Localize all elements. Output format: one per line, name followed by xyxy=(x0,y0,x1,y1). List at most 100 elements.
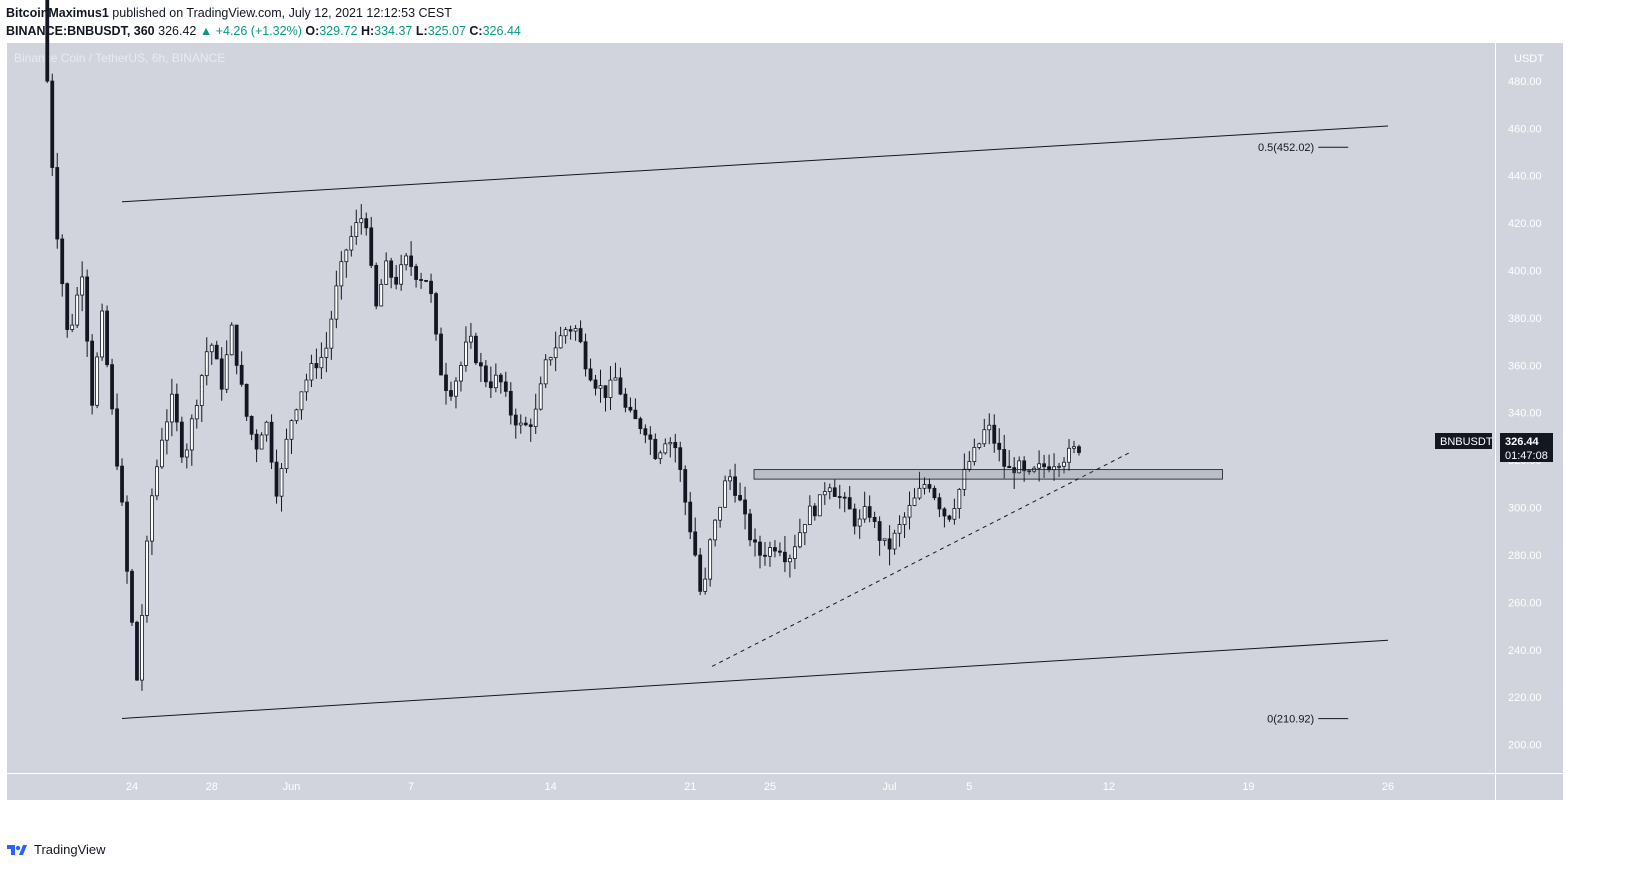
candle-down xyxy=(249,415,254,435)
candle-up xyxy=(229,324,234,356)
y-tick-label: 460.00 xyxy=(1508,123,1542,135)
y-tick-label: 340.00 xyxy=(1508,408,1542,420)
candle-up xyxy=(987,424,992,431)
high-label: H: xyxy=(360,24,375,38)
candle-up xyxy=(299,391,304,411)
candle-up xyxy=(802,524,807,534)
candle-up xyxy=(533,408,538,427)
plot-background[interactable] xyxy=(7,43,1495,773)
candle-down xyxy=(588,368,593,381)
candle-down xyxy=(394,276,399,285)
candle-up xyxy=(1017,460,1022,474)
symbol-tag-bg xyxy=(1435,433,1492,449)
candle-up xyxy=(459,365,463,382)
candle-down xyxy=(483,365,488,383)
chart-header: BitcoinMaximus1 published on TradingView… xyxy=(6,4,521,40)
candle-up xyxy=(339,261,344,287)
high-value: 334.37 xyxy=(374,24,413,38)
candle-up xyxy=(150,495,154,542)
candle-up xyxy=(957,488,962,509)
price-axis-background[interactable] xyxy=(1495,43,1563,773)
footer-brand[interactable]: TradingView xyxy=(34,842,106,857)
channel-upper-line xyxy=(122,125,1389,203)
y-tick-label: 280.00 xyxy=(1508,550,1542,562)
price-tag-bg xyxy=(1500,433,1553,462)
candle-up xyxy=(538,383,543,410)
candle-down xyxy=(90,340,95,406)
change-value: ▲ +4.26 (+1.32%) xyxy=(199,24,302,38)
candle-down xyxy=(648,434,653,440)
price-tag-value: 326.44 xyxy=(1505,436,1540,448)
candle-down xyxy=(568,329,573,332)
author-name[interactable]: BitcoinMaximus1 xyxy=(6,6,109,20)
candle-down xyxy=(698,554,703,592)
candle-up xyxy=(279,468,284,497)
x-tick-label: 26 xyxy=(1382,781,1394,793)
candle-down xyxy=(847,497,852,510)
time-axis-background[interactable] xyxy=(7,773,1563,800)
candle-down xyxy=(269,421,274,463)
candle-down xyxy=(274,461,279,497)
x-tick-label: 7 xyxy=(408,781,414,793)
candle-down xyxy=(783,551,787,563)
candle-up xyxy=(827,487,832,492)
candle-up xyxy=(379,283,384,307)
candle-down xyxy=(474,335,478,364)
candle-down xyxy=(852,508,857,527)
candle-up xyxy=(608,379,613,398)
y-tick-label: 400.00 xyxy=(1508,266,1542,278)
candle-up xyxy=(792,546,797,559)
candle-down xyxy=(578,328,583,343)
close-value: 326.44 xyxy=(482,24,521,38)
candle-down xyxy=(120,465,124,503)
y-tick-label: 380.00 xyxy=(1508,313,1542,325)
candle-up xyxy=(284,438,289,469)
candle-up xyxy=(862,506,867,520)
candle-down xyxy=(65,283,70,330)
publish-line: BitcoinMaximus1 published on TradingView… xyxy=(6,4,521,22)
y-tick-label: 420.00 xyxy=(1508,218,1542,230)
candle-down xyxy=(1027,470,1032,473)
candle-up xyxy=(169,393,174,423)
candle-down xyxy=(488,381,493,389)
ascending-trendline xyxy=(711,452,1130,667)
candle-up xyxy=(967,461,972,470)
x-tick-label: Jul xyxy=(883,781,897,793)
candle-up xyxy=(199,375,204,406)
candle-up xyxy=(294,409,299,422)
candle-up xyxy=(668,442,673,445)
x-tick-label: 12 xyxy=(1103,781,1115,793)
candle-down xyxy=(947,515,952,520)
candle-down xyxy=(812,505,817,517)
candle-up xyxy=(518,422,523,426)
candle-up xyxy=(324,347,329,358)
candle-down xyxy=(444,374,448,391)
candle-up xyxy=(558,335,563,349)
candle-down xyxy=(219,358,224,390)
candle-up xyxy=(723,480,728,508)
chart-drawings: 0.5(452.02) 0(210.92) xyxy=(122,125,1389,726)
price-tag: BNBUSDT 326.44 01:47:08 xyxy=(1435,433,1553,462)
candle-up xyxy=(75,294,80,326)
candle-down xyxy=(623,393,628,408)
y-tick-label: 240.00 xyxy=(1508,645,1542,657)
candle-down xyxy=(743,499,747,515)
candle-up xyxy=(658,452,663,460)
candle-up xyxy=(289,420,294,440)
candle-up xyxy=(404,255,409,266)
candle-down xyxy=(364,218,369,229)
candle-down xyxy=(85,276,90,342)
candle-down xyxy=(748,513,752,541)
y-tick-label: 300.00 xyxy=(1508,503,1542,515)
candle-down xyxy=(60,238,65,285)
candle-up xyxy=(224,354,229,390)
y-tick-label: 360.00 xyxy=(1508,360,1542,372)
candle-down xyxy=(593,379,598,389)
candle-down xyxy=(643,428,648,436)
candle-down xyxy=(628,406,633,411)
candle-down xyxy=(503,381,508,392)
candle-up xyxy=(912,497,917,506)
candle-up xyxy=(822,491,827,496)
